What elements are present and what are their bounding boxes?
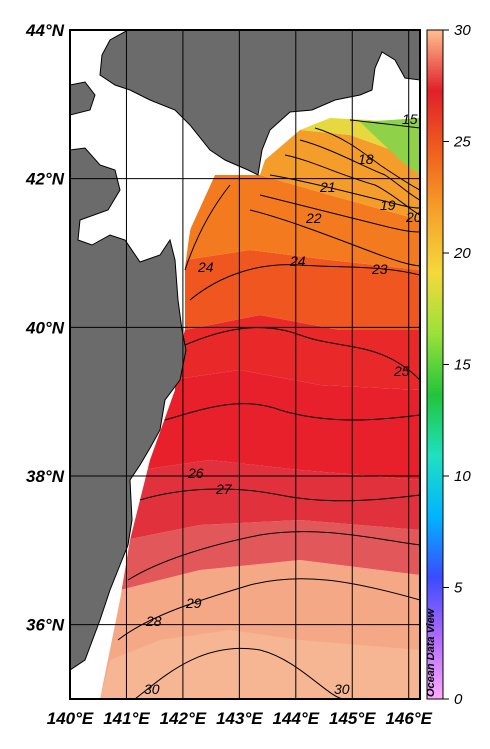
colorbar-ticks: 30 25 20 15 10 5 0 bbox=[443, 22, 471, 708]
colorbar-tick-label: 0 bbox=[454, 691, 463, 708]
longitude-label: 144°E bbox=[273, 709, 320, 728]
contour-24b bbox=[189, 264, 420, 301]
contour-label-22: 22 bbox=[305, 210, 322, 226]
colorbar-tick-label: 15 bbox=[454, 357, 471, 374]
contour-label-27: 27 bbox=[215, 481, 233, 497]
contour-15 bbox=[349, 119, 420, 129]
contour-label-30-west: 30 bbox=[144, 681, 160, 697]
latitude-axis-labels: 44°N 42°N 40°N 38°N 36°N bbox=[25, 21, 65, 635]
latitude-label: 36°N bbox=[26, 616, 65, 635]
sst-band-22-23 bbox=[185, 175, 420, 270]
land-masses bbox=[70, 30, 420, 671]
longitude-label: 140°E bbox=[47, 709, 94, 728]
land-honshu bbox=[70, 147, 187, 671]
colorbar-tick-label: 5 bbox=[454, 580, 463, 597]
contour-label-19: 19 bbox=[380, 197, 396, 213]
latitude-label: 44°N bbox=[25, 21, 65, 40]
latitude-label: 38°N bbox=[26, 467, 65, 486]
sst-band-25 bbox=[170, 315, 420, 390]
no-data-coastal-strip bbox=[70, 30, 420, 699]
colorbar: 30 25 20 15 10 5 0 Ocean Data View bbox=[425, 22, 471, 708]
longitude-label: 143°E bbox=[216, 709, 263, 728]
colorbar-tick-label: 30 bbox=[454, 22, 471, 39]
temperature-field bbox=[75, 30, 420, 699]
map-plot-area: 15 18 19 20 21 22 23 24 24 25 26 27 28 2… bbox=[70, 30, 422, 699]
contour-label-23: 23 bbox=[371, 261, 388, 277]
contour-29 bbox=[117, 578, 420, 641]
contour-label-15: 15 bbox=[402, 111, 418, 127]
colorbar-tick-label: 25 bbox=[453, 134, 471, 151]
sst-band-24 bbox=[185, 250, 420, 330]
contour-label-20: 20 bbox=[405, 209, 422, 225]
contour-label-18: 18 bbox=[358, 151, 374, 167]
map-frame bbox=[69, 29, 421, 700]
contour-label-30-east: 30 bbox=[334, 681, 350, 697]
longitude-label: 145°E bbox=[329, 709, 376, 728]
contour-label-group: 15 18 19 20 21 22 23 24 24 25 26 27 28 2… bbox=[144, 111, 422, 697]
sst-band-29-30 bbox=[100, 630, 420, 699]
longitude-label: 141°E bbox=[103, 709, 150, 728]
contour-label-28: 28 bbox=[145, 613, 162, 629]
contour-26 bbox=[164, 403, 420, 421]
latitude-label: 40°N bbox=[25, 318, 65, 337]
sst-band-28 bbox=[120, 520, 420, 590]
longitude-axis-labels: 140°E 141°E 142°E 143°E 144°E 145°E 146°E bbox=[47, 709, 433, 728]
contour-28 bbox=[127, 531, 420, 581]
contour-label-21: 21 bbox=[319, 179, 336, 195]
latitude-label: 42°N bbox=[25, 170, 65, 189]
sst-band-19-21 bbox=[260, 130, 420, 220]
contour-19 bbox=[299, 139, 420, 201]
land-peninsula-west bbox=[70, 81, 96, 116]
contour-label-26: 26 bbox=[187, 465, 204, 481]
contour-25 bbox=[184, 327, 420, 381]
contour-24 bbox=[184, 184, 231, 271]
contour-18 bbox=[314, 127, 420, 191]
colorbar-tick-label: 10 bbox=[454, 468, 471, 485]
contour-30 bbox=[134, 648, 346, 699]
sst-band-27 bbox=[125, 460, 420, 540]
contour-27 bbox=[139, 488, 420, 502]
longitude-label: 146°E bbox=[385, 709, 432, 728]
graticule bbox=[70, 30, 420, 699]
longitude-label: 142°E bbox=[160, 709, 207, 728]
contour-label-25: 25 bbox=[393, 363, 410, 379]
sst-band-26 bbox=[140, 370, 420, 480]
contour-label-29: 29 bbox=[185, 595, 202, 611]
contour-label-24-west: 24 bbox=[197, 259, 214, 275]
contour-label-24-east: 24 bbox=[289, 253, 306, 269]
colorbar-tick-label: 20 bbox=[453, 245, 471, 262]
sst-band-15 bbox=[360, 118, 420, 175]
colorbar-bar bbox=[426, 29, 444, 700]
no-data-regions bbox=[70, 30, 420, 699]
land-hokkaido bbox=[99, 30, 420, 176]
ocean-data-view-watermark: Ocean Data View bbox=[425, 607, 437, 697]
